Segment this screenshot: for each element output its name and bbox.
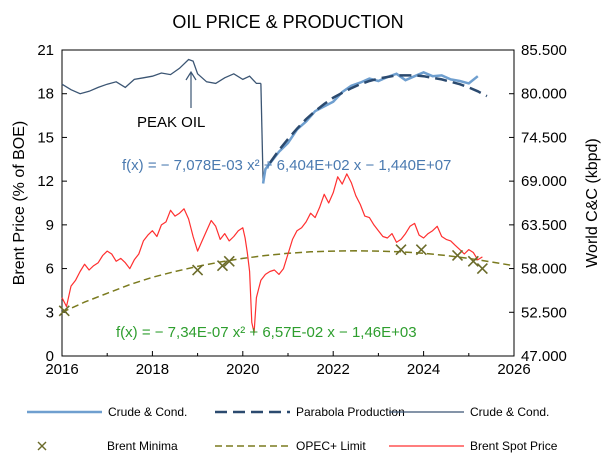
annotation-layer: PEAK OIL f(x) = − 7,078E-03 x² + 6,404E+… xyxy=(116,70,451,341)
right-tick-label: 58.000 xyxy=(521,261,567,278)
x-tick-label: 2016 xyxy=(45,361,78,378)
right-tick-label: 74.500 xyxy=(521,129,567,146)
left-tick-label: 12 xyxy=(37,173,54,190)
left-tick-label: 9 xyxy=(46,217,54,234)
brent-minimum-marker xyxy=(395,244,407,256)
legend-entry: Parabola Production xyxy=(215,405,405,419)
left-tick-label: 0 xyxy=(46,348,54,365)
legend-label: Brent Spot Price xyxy=(470,439,558,453)
x-tick-label: 2020 xyxy=(226,361,259,378)
x-tick-label: 2024 xyxy=(407,361,440,378)
left-axis-label: Brent Price (% of BOE) xyxy=(11,121,28,286)
brent-spot-line xyxy=(61,173,483,334)
opec-fit-equation: f(x) = − 7,34E-07 x² + 6,57E-02 x − 1,46… xyxy=(116,324,417,341)
legend-entry: Crude & Cond. xyxy=(27,405,187,419)
crude-dark-drop xyxy=(260,83,264,184)
right-tick-label: 63.500 xyxy=(521,217,567,234)
x-tick-label: 2018 xyxy=(136,361,169,378)
left-tick-label: 15 xyxy=(37,129,54,146)
right-tick-label: 69.000 xyxy=(521,173,567,190)
right-y-axis: 47.000 52.500 58.000 63.500 69.000 74.500 80.0… xyxy=(509,42,567,365)
legend-entry: OPEC+ Limit xyxy=(215,439,366,453)
right-tick-label: 80.000 xyxy=(521,86,567,103)
legend-entry: Brent Minima xyxy=(37,439,178,453)
legend-entry: Brent Spot Price xyxy=(389,439,558,453)
right-tick-label: 85.500 xyxy=(521,42,567,59)
brent-minimum-marker xyxy=(415,244,427,256)
left-tick-label: 6 xyxy=(46,261,54,278)
right-tick-label: 47.000 xyxy=(521,348,567,365)
peak-oil-arrowhead xyxy=(185,70,197,81)
crude-light-line xyxy=(261,70,479,184)
brent-minimum-marker xyxy=(192,264,204,276)
x-tick-label: 2022 xyxy=(317,361,350,378)
brent-minimum-marker xyxy=(223,255,235,267)
brent-minimum-marker xyxy=(58,305,70,317)
brent-minimum-marker xyxy=(216,260,229,272)
right-axis-label: World C&C (kbpd) xyxy=(584,138,601,268)
production-fit-equation: f(x) = − 7,078E-03 x² + 6,404E+02 x − 1,… xyxy=(122,157,451,174)
left-tick-label: 18 xyxy=(37,86,54,103)
series-layer xyxy=(58,58,515,334)
legend: Crude & Cond. Parabola Production Crude & … xyxy=(27,405,558,453)
brent-minimum-marker xyxy=(476,263,488,275)
legend-label: Crude & Cond. xyxy=(108,405,187,419)
left-y-axis: 0 3 6 9 12 15 18 21 xyxy=(37,42,67,365)
legend-label: Brent Minima xyxy=(107,439,178,453)
legend-label: OPEC+ Limit xyxy=(296,439,366,453)
left-tick-label: 3 xyxy=(46,304,54,321)
brent-minimum-marker xyxy=(451,249,464,262)
right-tick-label: 52.500 xyxy=(521,304,567,321)
chart-title: OIL PRICE & PRODUCTION xyxy=(172,12,403,32)
legend-label: Crude & Cond. xyxy=(470,405,549,419)
parabola-production-line xyxy=(268,74,488,164)
legend-entry: Crude & Cond. xyxy=(389,405,549,419)
x-axis: 2016 2018 2020 2022 2024 2026 xyxy=(45,351,531,378)
brent-minimum-marker xyxy=(467,255,479,267)
crude-dark-line xyxy=(61,58,261,95)
legend-label: Parabola Production xyxy=(296,405,405,419)
x-tick-label: 2026 xyxy=(497,361,530,378)
left-tick-label: 21 xyxy=(37,42,54,59)
peak-oil-annotation: PEAK OIL xyxy=(137,114,205,131)
